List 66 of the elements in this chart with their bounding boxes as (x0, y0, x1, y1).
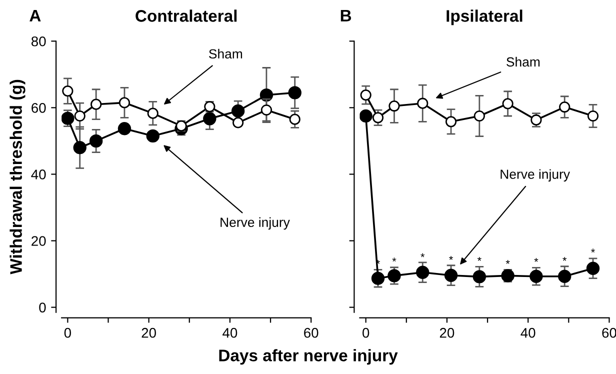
point (587, 110, 599, 122)
x-tick-label: 40 (520, 328, 536, 338)
x-tick-label: 60 (304, 328, 318, 338)
point (146, 129, 160, 143)
point (232, 117, 244, 128)
x-tick-label: 0 (362, 328, 370, 338)
y-tick-label: 20 (32, 236, 46, 246)
point (530, 270, 543, 283)
point (417, 98, 428, 109)
text: A (30, 10, 41, 22)
y-tick-label: 0 (39, 302, 46, 312)
annotation: * (534, 258, 538, 262)
point (388, 100, 400, 112)
annotation: * (449, 256, 454, 260)
point (444, 268, 458, 282)
point (288, 86, 302, 100)
point (559, 101, 570, 113)
point (558, 270, 572, 283)
text: Nerve injury (220, 217, 290, 230)
x-tick-label: 40 (222, 328, 238, 338)
point (62, 85, 74, 97)
text: B (340, 10, 352, 22)
y-axis-title: Withdrawal threshold (g) (10, 80, 26, 274)
x-tick-label: 0 (64, 328, 72, 338)
point (371, 272, 385, 285)
annotation: * (562, 256, 567, 261)
x-axis-title: Days after nerve injury (219, 349, 398, 365)
y-tick-label: 80 (31, 36, 46, 46)
annotation: * (420, 253, 425, 258)
chart-title: Ipsilateral (446, 10, 522, 26)
point (289, 114, 300, 125)
point (90, 98, 102, 110)
point (360, 89, 372, 101)
annotation: * (392, 258, 396, 262)
point (118, 97, 130, 108)
point (388, 269, 401, 282)
point (231, 104, 245, 118)
annotation: * (506, 260, 510, 264)
point (89, 134, 103, 148)
y-tick-label: 40 (31, 170, 46, 180)
text: Nerve injury (500, 169, 570, 182)
x-tick-label: 20 (440, 328, 454, 338)
point (73, 141, 86, 154)
point (445, 116, 457, 128)
point (474, 110, 485, 122)
text: Sham (506, 56, 540, 67)
point (147, 108, 158, 119)
point (203, 112, 216, 126)
point (472, 270, 486, 284)
point (118, 122, 132, 136)
point (416, 266, 430, 279)
point (74, 110, 86, 122)
point (586, 262, 600, 275)
annotation: * (477, 256, 482, 261)
point (502, 98, 514, 110)
y-tick-label: 60 (32, 103, 46, 113)
annotation: * (591, 248, 595, 253)
point (260, 88, 274, 102)
point (360, 109, 372, 123)
x-tick-label: 20 (142, 328, 156, 338)
x-tick-label: 60 (602, 328, 616, 338)
point (62, 112, 74, 125)
point (260, 104, 272, 116)
text: Sham (209, 48, 242, 59)
point (372, 112, 384, 124)
chart-title: Contralateral (136, 10, 237, 22)
